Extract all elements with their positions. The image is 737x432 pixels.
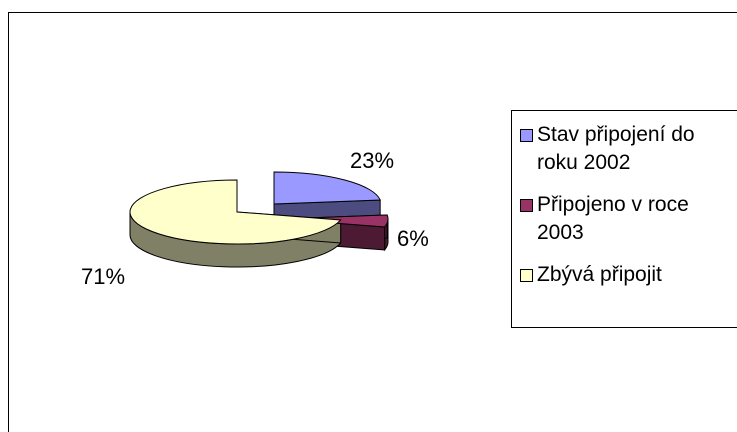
- legend-label-slice-1: Stav připojení do roku 2002: [537, 123, 695, 174]
- pie-chart: [129, 171, 389, 268]
- data-label-slice-1: 23%: [350, 148, 395, 173]
- pie-slice-3: [129, 179, 342, 245]
- data-label-slice-2: 6%: [397, 226, 429, 251]
- legend-swatch-slice-1: [520, 129, 533, 142]
- chart-area: [8, 12, 737, 432]
- legend-item-zbyva: Zbývá připojit: [520, 261, 737, 289]
- legend-label-slice-3: Zbývá připojit: [537, 263, 662, 286]
- legend-item-stav-pripojeni: Stav připojení do roku 2002: [520, 121, 737, 177]
- legend-swatch-slice-2: [520, 199, 533, 212]
- chart-legend: Stav připojení do roku 2002 Připojeno v …: [511, 110, 737, 328]
- data-label-slice-3: 71%: [81, 264, 126, 289]
- legend-label-slice-2: Připojeno v roce 2003: [537, 193, 689, 244]
- legend-swatch-slice-3: [520, 269, 533, 282]
- pie-slice-1: [273, 171, 381, 205]
- legend-item-pripojeno: Připojeno v roce 2003: [520, 191, 737, 247]
